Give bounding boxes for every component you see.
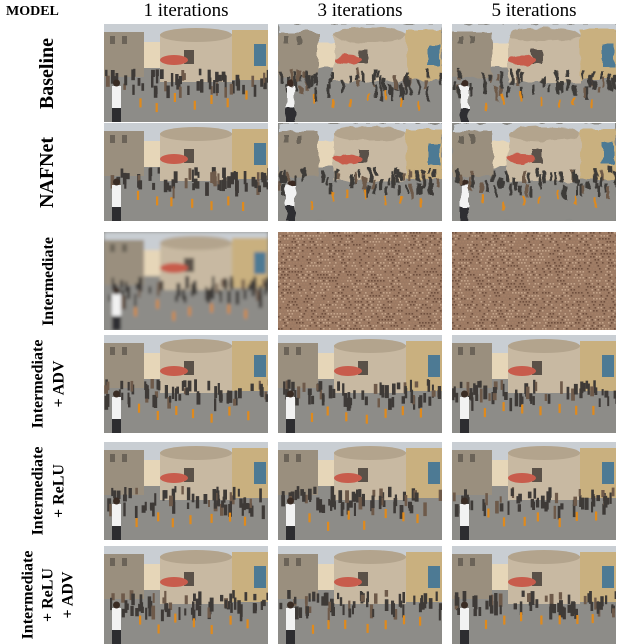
- row-label-text: NAFNet: [36, 136, 59, 208]
- row-label-line: NAFNet: [36, 136, 59, 208]
- result-image: [104, 442, 268, 540]
- row-label-line: + ReLU: [38, 568, 56, 623]
- result-image: [452, 442, 616, 540]
- row-label-text: Intermediate + ReLU: [27, 447, 69, 536]
- row-label-line: Intermediate: [39, 236, 57, 326]
- row-label-text: Intermediate + ADV: [27, 340, 69, 429]
- row-label-text: Baseline: [36, 37, 59, 109]
- row-label: Baseline: [0, 24, 96, 122]
- row-label-line: Intermediate: [28, 446, 46, 536]
- result-image: [278, 546, 442, 644]
- column-header-5-iterations: 5 iterations: [491, 0, 577, 21]
- row-label-text: Intermediate: [37, 237, 58, 326]
- result-image: [278, 442, 442, 540]
- result-image: [104, 232, 268, 330]
- row-label-line: Baseline: [36, 37, 59, 109]
- result-image: [278, 232, 442, 330]
- column-header-1-iterations: 1 iterations: [143, 0, 229, 21]
- row-label-line: Intermediate: [28, 339, 46, 429]
- row-label: Intermediate: [0, 232, 96, 330]
- row-label-line: + ADV: [58, 571, 76, 619]
- result-image: [452, 232, 616, 330]
- row-label: Intermediate + ADV: [0, 335, 96, 433]
- row-label-line: + ReLU: [49, 464, 67, 519]
- result-image: [104, 546, 268, 644]
- row-label: Intermediate + ReLU + ADV: [0, 546, 96, 644]
- row-label-text: Intermediate + ReLU + ADV: [18, 551, 78, 640]
- result-image: [104, 123, 268, 221]
- result-image: [452, 546, 616, 644]
- result-image: [104, 335, 268, 433]
- result-image: [452, 123, 616, 221]
- column-header-3-iterations: 3 iterations: [317, 0, 403, 21]
- result-image: [452, 24, 616, 122]
- result-image: [452, 335, 616, 433]
- row-label: Intermediate + ReLU: [0, 442, 96, 540]
- result-image: [278, 123, 442, 221]
- result-image: [278, 24, 442, 122]
- model-header: MODEL: [6, 4, 59, 19]
- row-label-line: + ADV: [49, 360, 67, 408]
- result-image: [104, 24, 268, 122]
- row-label: NAFNet: [0, 123, 96, 221]
- row-label-line: Intermediate: [18, 550, 36, 640]
- result-image: [278, 335, 442, 433]
